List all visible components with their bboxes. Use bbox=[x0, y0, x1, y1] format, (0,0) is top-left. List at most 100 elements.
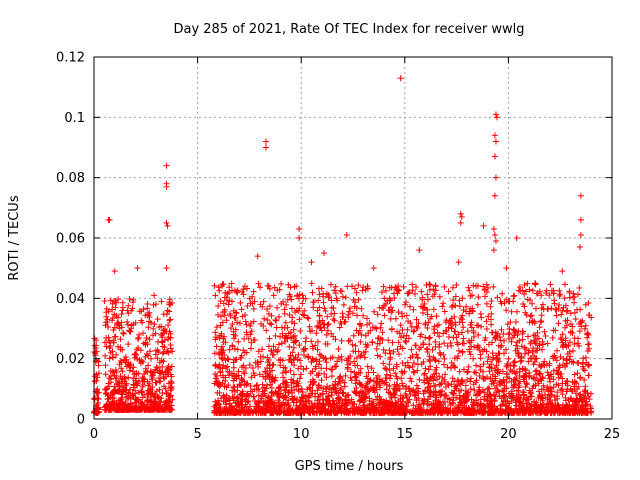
data-point bbox=[564, 409, 571, 416]
data-point bbox=[247, 345, 254, 352]
data-point bbox=[382, 405, 389, 412]
data-point bbox=[450, 362, 457, 369]
data-point bbox=[125, 302, 132, 309]
data-point bbox=[374, 352, 381, 359]
data-point bbox=[521, 303, 528, 310]
data-point bbox=[362, 341, 369, 348]
data-point bbox=[564, 350, 571, 357]
data-point bbox=[331, 384, 338, 391]
data-point bbox=[222, 374, 229, 381]
data-point bbox=[437, 409, 444, 416]
data-point bbox=[157, 378, 164, 385]
data-point bbox=[232, 309, 239, 316]
data-point bbox=[281, 310, 288, 317]
data-point bbox=[528, 393, 535, 400]
data-point bbox=[138, 317, 145, 324]
data-point bbox=[308, 338, 315, 345]
data-point bbox=[323, 365, 330, 372]
data-point bbox=[293, 406, 300, 413]
data-point bbox=[91, 342, 98, 349]
data-point bbox=[329, 397, 336, 404]
data-point bbox=[468, 319, 475, 326]
data-point bbox=[300, 366, 307, 373]
data-point bbox=[450, 297, 457, 304]
data-point-outlier bbox=[503, 265, 510, 272]
data-point bbox=[442, 392, 449, 399]
data-point bbox=[343, 406, 350, 413]
data-point bbox=[395, 309, 402, 316]
data-point bbox=[413, 323, 420, 330]
data-point bbox=[532, 368, 539, 375]
data-point bbox=[477, 363, 484, 370]
data-point bbox=[117, 336, 124, 343]
data-point bbox=[503, 296, 510, 303]
data-point bbox=[403, 383, 410, 390]
data-point-outlier bbox=[492, 238, 499, 245]
data-point bbox=[586, 312, 593, 319]
data-point bbox=[359, 287, 366, 294]
data-point bbox=[238, 306, 245, 313]
data-point bbox=[362, 348, 369, 355]
data-point bbox=[328, 304, 335, 311]
data-point bbox=[94, 374, 101, 381]
data-point bbox=[497, 337, 504, 344]
data-point bbox=[157, 398, 164, 405]
data-point bbox=[497, 344, 504, 351]
data-point bbox=[577, 318, 584, 325]
data-point bbox=[362, 332, 369, 339]
data-point bbox=[234, 346, 241, 353]
data-point bbox=[307, 328, 314, 335]
data-point bbox=[481, 337, 488, 344]
data-point bbox=[380, 409, 387, 416]
data-point bbox=[338, 353, 345, 360]
data-point bbox=[292, 338, 299, 345]
data-point bbox=[581, 367, 588, 374]
data-point bbox=[488, 310, 495, 317]
data-point bbox=[352, 374, 359, 381]
data-point bbox=[563, 308, 570, 315]
data-point bbox=[440, 300, 447, 307]
data-point bbox=[536, 340, 543, 347]
data-point bbox=[413, 284, 420, 291]
data-point bbox=[127, 328, 134, 335]
data-point bbox=[223, 317, 230, 324]
data-point bbox=[168, 385, 175, 392]
data-point bbox=[295, 351, 302, 358]
data-point bbox=[494, 354, 501, 361]
data-point bbox=[145, 324, 152, 331]
data-point bbox=[290, 380, 297, 387]
data-point bbox=[274, 287, 281, 294]
data-point bbox=[160, 349, 167, 356]
data-point bbox=[535, 377, 542, 384]
data-point-outlier bbox=[163, 183, 170, 190]
data-point bbox=[581, 376, 588, 383]
data-point bbox=[456, 303, 463, 310]
data-point bbox=[526, 286, 533, 293]
data-point bbox=[161, 337, 168, 344]
data-point bbox=[480, 283, 487, 290]
data-point bbox=[358, 352, 365, 359]
data-point bbox=[477, 355, 484, 362]
data-point bbox=[526, 372, 533, 379]
data-point bbox=[167, 345, 174, 352]
data-point bbox=[495, 388, 502, 395]
data-point bbox=[135, 336, 142, 343]
data-point bbox=[495, 367, 502, 374]
data-point bbox=[102, 362, 109, 369]
data-point bbox=[316, 304, 323, 311]
data-point bbox=[260, 353, 267, 360]
data-point bbox=[328, 366, 335, 373]
data-point bbox=[236, 320, 243, 327]
data-point bbox=[452, 293, 459, 300]
data-point bbox=[510, 393, 517, 400]
data-point bbox=[351, 388, 358, 395]
data-point bbox=[464, 328, 471, 335]
data-point bbox=[529, 287, 536, 294]
data-point bbox=[381, 312, 388, 319]
data-point bbox=[585, 300, 592, 307]
data-point bbox=[266, 365, 273, 372]
data-point bbox=[125, 374, 132, 381]
data-point bbox=[287, 329, 294, 336]
data-point bbox=[487, 392, 494, 399]
data-point bbox=[278, 340, 285, 347]
